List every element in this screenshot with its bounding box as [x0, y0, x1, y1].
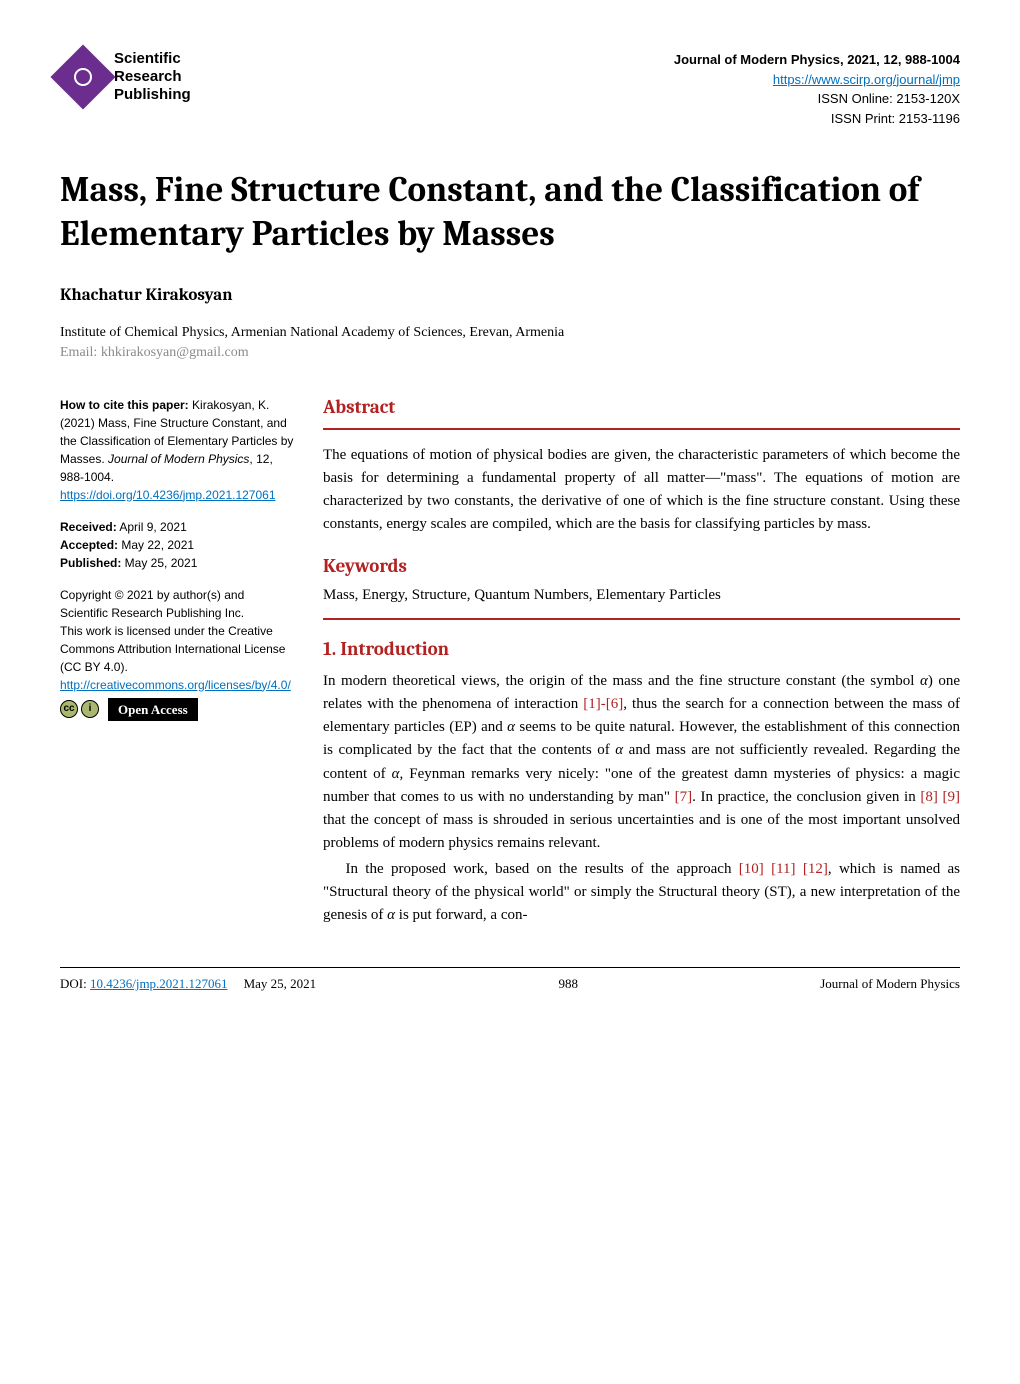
affiliation: Institute of Chemical Physics, Armenian …: [60, 325, 960, 341]
received-label: Received:: [60, 520, 117, 534]
footer-date: May 25, 2021: [244, 976, 317, 992]
intro-heading: 1. Introduction: [323, 638, 960, 660]
received-value: April 9, 2021: [117, 520, 187, 534]
citation-ref[interactable]: [1]-[6]: [583, 696, 623, 712]
footer-doi-link[interactable]: 10.4236/jmp.2021.127061: [90, 976, 228, 991]
journal-meta: Journal of Modern Physics, 2021, 12, 988…: [674, 50, 960, 128]
footer-page-number: 988: [558, 976, 578, 992]
abstract-section: Abstract The equations of motion of phys…: [323, 396, 960, 537]
published-value: May 25, 2021: [121, 556, 197, 570]
citation-ref[interactable]: [7]: [675, 789, 693, 805]
alpha-symbol: α: [615, 742, 623, 758]
page-footer: DOI: 10.4236/jmp.2021.127061 May 25, 202…: [60, 967, 960, 992]
keywords-body: Mass, Energy, Structure, Quantum Numbers…: [323, 587, 960, 604]
alpha-symbol: α: [387, 907, 395, 923]
copyright-line2: This work is licensed under the Creative…: [60, 622, 295, 676]
issn-online: ISSN Online: 2153-120X: [674, 89, 960, 109]
article-title: Mass, Fine Structure Constant, and the C…: [60, 168, 960, 256]
footer-doi: DOI: 10.4236/jmp.2021.127061: [60, 976, 228, 992]
alpha-symbol: α: [507, 719, 515, 735]
copyright-line1: Copyright © 2021 by author(s) and Scient…: [60, 586, 295, 622]
journal-url-link[interactable]: https://www.scirp.org/journal/jmp: [773, 72, 960, 87]
intro-paragraph: In the proposed work, based on the resul…: [323, 858, 960, 928]
author-name: Khachatur Kirakosyan: [60, 286, 960, 305]
accepted-value: May 22, 2021: [118, 538, 194, 552]
left-sidebar: How to cite this paper: Kirakosyan, K. (…: [60, 396, 295, 928]
header: Scientific Research Publishing Journal o…: [60, 50, 960, 128]
intro-paragraph: In modern theoretical views, the origin …: [323, 670, 960, 856]
issn-print: ISSN Print: 2153-1196: [674, 109, 960, 129]
citation-ref[interactable]: [9]: [943, 789, 961, 805]
logo-line: Scientific: [114, 50, 191, 68]
two-column-layout: How to cite this paper: Kirakosyan, K. (…: [60, 396, 960, 928]
alpha-symbol: α: [920, 673, 928, 689]
section-rule: [323, 428, 960, 430]
footer-left: DOI: 10.4236/jmp.2021.127061 May 25, 202…: [60, 976, 316, 992]
page: Scientific Research Publishing Journal o…: [0, 0, 1020, 1022]
logo-line: Research: [114, 68, 191, 86]
citation-ref[interactable]: [11]: [771, 861, 795, 877]
keywords-section: Keywords Mass, Energy, Structure, Quantu…: [323, 555, 960, 620]
citation-journal-italic: Journal of Modern Physics: [108, 452, 249, 466]
published-label: Published:: [60, 556, 121, 570]
howto-cite-label: How to cite this paper:: [60, 398, 189, 412]
introduction-section: 1. Introduction In modern theoretical vi…: [323, 638, 960, 928]
doi-label: DOI:: [60, 976, 90, 991]
publisher-logo-text: Scientific Research Publishing: [114, 50, 191, 104]
publisher-logo-icon: [50, 44, 115, 109]
copyright-block: Copyright © 2021 by author(s) and Scient…: [60, 586, 295, 722]
dates-block: Received: April 9, 2021 Accepted: May 22…: [60, 518, 295, 572]
citation-block: How to cite this paper: Kirakosyan, K. (…: [60, 396, 295, 504]
text-span: . In practice, the conclusion given in: [692, 789, 920, 805]
cc-badge: cc i: [60, 700, 102, 718]
section-rule: [323, 618, 960, 620]
publisher-logo-block: Scientific Research Publishing: [60, 50, 191, 104]
footer-journal: Journal of Modern Physics: [820, 976, 960, 992]
accepted-label: Accepted:: [60, 538, 118, 552]
keywords-heading: Keywords: [323, 555, 960, 577]
text-span: In the proposed work, based on the resul…: [346, 861, 739, 877]
abstract-heading: Abstract: [323, 396, 960, 418]
abstract-body: The equations of motion of physical bodi…: [323, 444, 960, 537]
citation-ref[interactable]: [12]: [803, 861, 828, 877]
text-span: In modern theoretical views, the origin …: [323, 673, 920, 689]
text-span: is put forward, a con-: [395, 907, 527, 923]
journal-title-line: Journal of Modern Physics, 2021, 12, 988…: [674, 50, 960, 70]
cc-icon: cc: [60, 700, 78, 718]
cc-license-link[interactable]: http://creativecommons.org/licenses/by/4…: [60, 678, 291, 692]
author-email: Email: khkirakosyan@gmail.com: [60, 345, 960, 361]
citation-ref[interactable]: [8]: [920, 789, 938, 805]
intro-body: In modern theoretical views, the origin …: [323, 670, 960, 928]
open-access-badge: Open Access: [108, 698, 198, 722]
citation-doi-link[interactable]: https://doi.org/10.4236/jmp.2021.127061: [60, 488, 276, 502]
citation-ref[interactable]: [10]: [739, 861, 764, 877]
cc-badge-row: cc i Open Access: [60, 698, 295, 722]
alpha-symbol: α: [392, 766, 400, 782]
logo-line: Publishing: [114, 86, 191, 104]
text-span: that the concept of mass is shrouded in …: [323, 812, 960, 851]
main-content: Abstract The equations of motion of phys…: [323, 396, 960, 928]
by-icon: i: [81, 700, 99, 718]
